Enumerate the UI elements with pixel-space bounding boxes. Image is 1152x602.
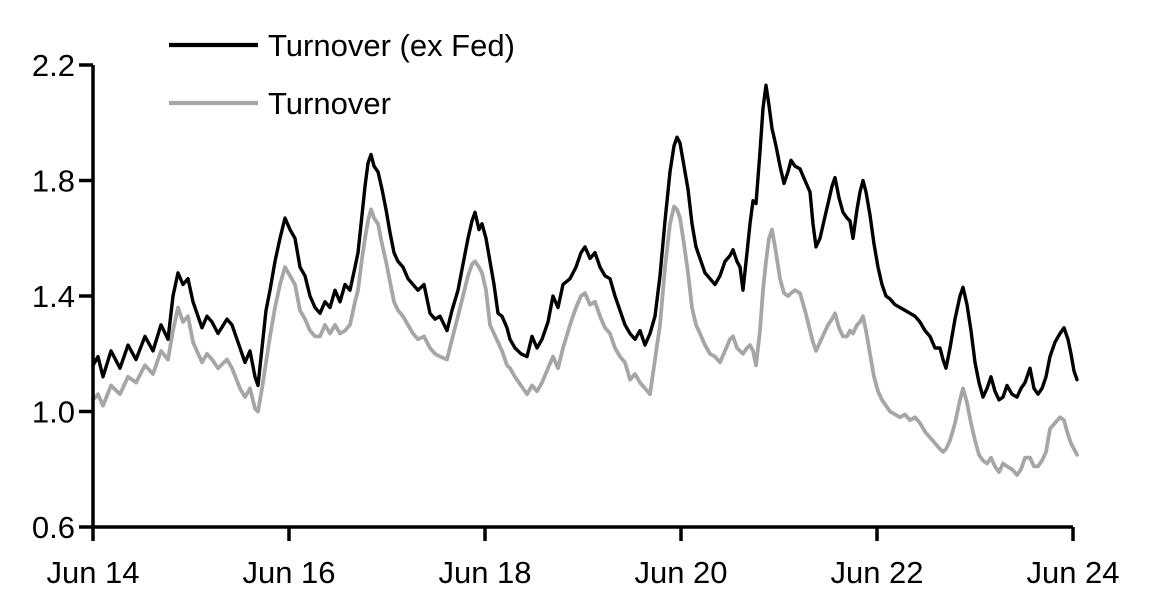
axes: 0.6 1.0 1.4 1.8 2.2 Jun 14 Jun 16 Jun 18 Jun 20 J… [32,48,1120,590]
y-tick-label: 1.8 [32,164,75,199]
x-tick-label: Jun 16 [242,555,335,590]
series-line-turnover [91,204,1079,477]
y-tick-label: 1.4 [32,279,75,314]
legend-label: Turnover [268,86,391,121]
x-tick-label: Jun 24 [1026,555,1119,590]
y-tick-label: 0.6 [32,510,75,545]
series-line-turnover-ex-fed [91,83,1079,402]
legend: Turnover (ex Fed) Turnover [169,28,515,121]
series-lines [91,83,1079,477]
y-tick-label: 1.0 [32,395,75,430]
y-tick-label: 2.2 [32,48,75,83]
x-tick-label: Jun 22 [830,555,923,590]
legend-label: Turnover (ex Fed) [268,28,515,63]
x-tick-label: Jun 18 [438,555,531,590]
x-tick-label: Jun 20 [634,555,727,590]
x-tick-label: Jun 14 [46,555,139,590]
